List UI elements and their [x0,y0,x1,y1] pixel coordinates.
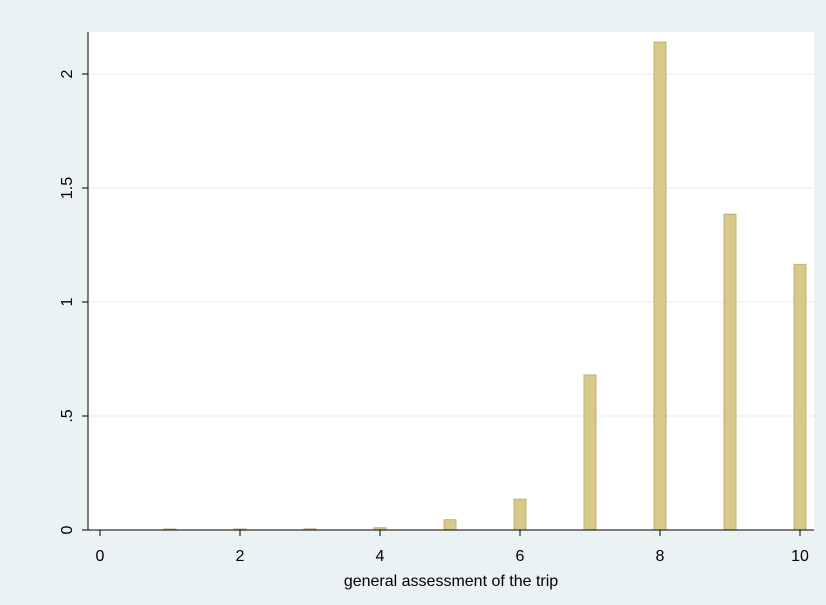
bar [723,213,737,531]
x-tick-label: 0 [96,548,105,565]
bar [793,263,807,531]
y-tick-label: .5 [59,409,76,422]
plot-area [88,32,814,530]
bar [513,498,527,531]
y-tick-label: 1.5 [59,177,76,199]
y-ticks: 0 .5 1 1.5 2 [59,69,88,534]
y-tick-label: 0 [59,525,76,534]
x-axis-title: general assessment of the trip [344,573,558,590]
grid-layer [88,73,814,417]
x-tick-label: 10 [791,548,809,565]
x-ticks: 0 2 4 6 8 10 [96,530,809,565]
x-tick-label: 4 [376,548,385,565]
x-tick-label: 6 [516,548,525,565]
bar [443,519,457,531]
x-tick-label: 2 [236,548,245,565]
x-tick-label: 8 [656,548,665,565]
y-tick-label: 1 [59,297,76,306]
y-tick-label: 2 [59,69,76,78]
bar [583,374,597,531]
bars-layer [163,41,807,531]
bar [653,41,667,531]
